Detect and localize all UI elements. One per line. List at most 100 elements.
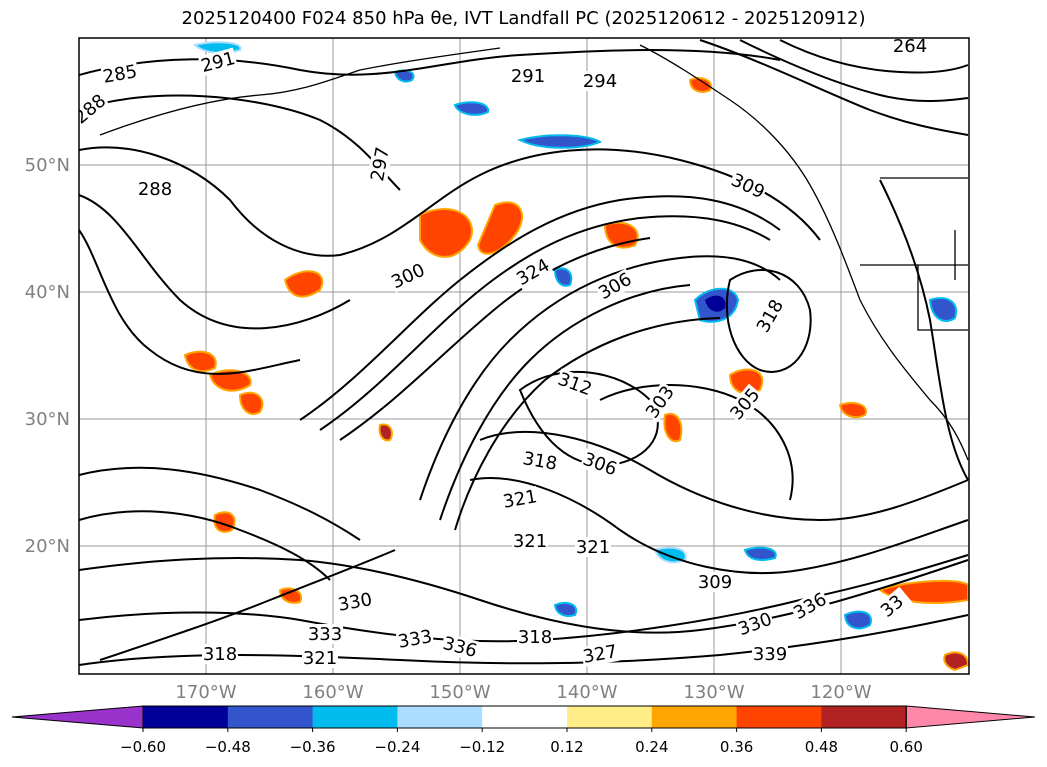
negative-anomaly-patch: [553, 602, 578, 617]
contour-line: [339, 237, 651, 441]
colorbar-tick-label: −0.36: [290, 738, 336, 756]
contour-label-background: [594, 268, 636, 304]
contour-label-background: [100, 61, 140, 87]
colorbar-outline: [142, 705, 907, 729]
contour-label-background: [554, 368, 596, 400]
longitude-tick-label: 150°W: [429, 682, 490, 703]
colorbar-segment: [482, 706, 568, 728]
contour-line: [79, 510, 331, 581]
contour-value-label: 318: [518, 627, 552, 648]
chart-title: 2025120400 F024 850 hPa θe, IVT Landfall…: [181, 8, 866, 29]
alaska-coastline: [99, 47, 501, 136]
latitude-tick-label: 30°N: [25, 409, 70, 430]
contour-line: [79, 146, 821, 257]
colorbar-extend-min: [11, 705, 144, 729]
contour-line: [299, 195, 781, 421]
contour-label-background: [892, 38, 928, 56]
contour-value-label: 288: [138, 179, 172, 200]
latitude-tick-label: 50°N: [25, 155, 70, 176]
positive-anomaly-patch: [943, 651, 969, 672]
contour-label-background: [871, 586, 913, 626]
contour-value-label: 339: [753, 644, 787, 665]
map-frame: [78, 37, 970, 675]
contour-line: [79, 194, 351, 330]
colorbar-tick-label: 0.12: [550, 738, 583, 756]
colorbar-tick-label: −0.48: [205, 738, 251, 756]
colorbar-tick-label: −0.60: [120, 738, 166, 756]
contour-label-background: [752, 644, 788, 664]
colorbar-segment: [651, 706, 738, 728]
colorbar: −0.60 −0.48 −0.36 −0.24 −0.12 0.12 0.24 0.36 0.4…: [11, 705, 1036, 756]
contour-line: [699, 39, 969, 136]
colorbar-segment: [312, 706, 398, 728]
colorbar-segment: [143, 706, 229, 728]
contour-label-background: [512, 531, 548, 551]
positive-anomaly-patch: [208, 369, 252, 392]
contour-line: [879, 179, 969, 481]
contour-label-background: [500, 486, 540, 512]
contour-value-label: 291: [511, 66, 545, 87]
contour-line: [319, 215, 771, 431]
positive-anomaly-patch: [419, 208, 473, 258]
contour-line: [454, 317, 721, 531]
contour-value-label: 333: [308, 624, 342, 645]
contour-label-background: [580, 641, 620, 667]
contour-value-label: 321: [576, 537, 610, 558]
contour-label-background: [137, 179, 173, 199]
contour-label-background: [79, 89, 111, 129]
latitude-tick-label: 40°N: [25, 282, 70, 303]
positive-anomaly-patch: [728, 368, 764, 395]
colorbar-segment: [736, 706, 822, 728]
positive-anomaly-patch: [476, 201, 524, 255]
positive-anomaly-patch: [238, 391, 264, 415]
latitude-tick-label: 20°N: [25, 536, 70, 557]
longitude-tick-label: 120°W: [810, 682, 871, 703]
contour-line: [79, 229, 301, 375]
positive-anomaly-patch: [183, 350, 217, 373]
colorbar-segment: [567, 706, 653, 728]
contour-label-background: [517, 627, 553, 647]
contour-line: [99, 549, 396, 661]
contour-label-background: [512, 254, 554, 290]
contour-label-background: [641, 381, 679, 423]
contour-label-background: [510, 66, 546, 86]
contour-value-label: 321: [303, 648, 337, 669]
contour-label-background: [575, 537, 611, 557]
contour-label-background: [198, 47, 238, 77]
negative-anomaly-patch: [928, 297, 957, 322]
contour-label-background: [367, 144, 393, 184]
colorbar-tick-label: −0.12: [459, 738, 505, 756]
contour-value-label: 321: [513, 531, 547, 552]
negative-anomaly-patch: [453, 101, 490, 116]
positive-anomaly-patch: [378, 423, 393, 442]
contour-label-background: [387, 259, 429, 293]
colorbar-tick-label: 0.48: [805, 738, 838, 756]
latitude-labels: 50°N 40°N 30°N 20°N: [25, 155, 70, 557]
contour-line: [739, 39, 969, 102]
contour-line: [419, 255, 781, 501]
contour-label-background: [520, 448, 560, 474]
contour-label-background: [697, 572, 733, 592]
contour-label-background: [395, 626, 435, 652]
contour-label-background: [582, 71, 618, 91]
contour-value-label: 264: [893, 36, 927, 57]
contour-value-label: 294: [583, 71, 617, 92]
contour-label-background: [752, 295, 788, 337]
contour-label-background: [440, 632, 480, 662]
colorbar-segment: [821, 706, 907, 728]
contour-line: [439, 284, 691, 521]
longitude-tick-label: 130°W: [683, 682, 744, 703]
contour-line: [79, 49, 781, 76]
longitude-tick-label: 160°W: [302, 682, 363, 703]
longitude-tick-label: 140°W: [556, 682, 617, 703]
contour-value-label: 309: [698, 572, 732, 593]
contour-label-background: [335, 589, 375, 615]
positive-anomaly-patch: [688, 77, 712, 93]
north-america-coastline: [639, 44, 969, 461]
negative-anomaly-patch: [517, 134, 603, 149]
contour-label-background: [727, 169, 769, 203]
contour-line: [79, 466, 361, 541]
negative-anomaly-patch: [553, 267, 573, 287]
